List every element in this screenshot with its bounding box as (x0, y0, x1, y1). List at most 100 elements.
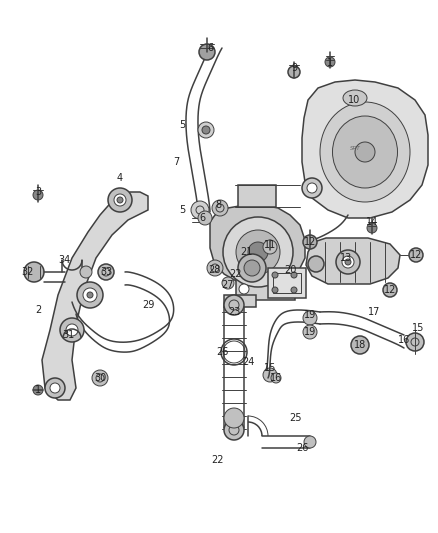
Circle shape (224, 420, 244, 440)
Circle shape (98, 264, 114, 280)
Circle shape (223, 217, 293, 287)
Text: 29: 29 (142, 300, 154, 310)
Circle shape (60, 318, 84, 342)
Text: 21: 21 (240, 247, 252, 257)
Circle shape (222, 277, 234, 289)
Text: 15: 15 (264, 363, 276, 373)
Circle shape (248, 242, 268, 262)
Circle shape (351, 336, 369, 354)
Circle shape (263, 240, 277, 254)
Text: 31: 31 (62, 330, 74, 340)
Text: 4: 4 (117, 173, 123, 183)
Circle shape (24, 262, 44, 282)
Polygon shape (42, 192, 148, 400)
Text: 16: 16 (270, 373, 282, 383)
Text: 10: 10 (348, 95, 360, 105)
Text: 26: 26 (296, 443, 308, 453)
Text: 19: 19 (304, 327, 316, 337)
Circle shape (66, 324, 78, 336)
Circle shape (303, 235, 317, 249)
Circle shape (272, 272, 278, 278)
Circle shape (307, 183, 317, 193)
Text: 34: 34 (58, 255, 70, 265)
Circle shape (271, 373, 281, 383)
Circle shape (303, 311, 317, 325)
Circle shape (345, 259, 351, 265)
Bar (224, 295, 256, 307)
Circle shape (224, 408, 244, 428)
Polygon shape (306, 238, 400, 284)
Text: 2: 2 (35, 305, 41, 315)
Circle shape (244, 260, 260, 276)
Circle shape (117, 197, 123, 203)
Bar (268, 268, 306, 298)
Text: 19: 19 (304, 310, 316, 320)
Circle shape (207, 260, 223, 276)
Circle shape (291, 287, 297, 293)
Circle shape (238, 254, 266, 282)
Circle shape (367, 223, 377, 233)
Text: 18: 18 (354, 340, 366, 350)
Circle shape (263, 368, 277, 382)
Polygon shape (236, 278, 295, 300)
Ellipse shape (320, 102, 410, 202)
Circle shape (212, 200, 228, 216)
Circle shape (191, 201, 209, 219)
Circle shape (33, 385, 43, 395)
Text: 6: 6 (199, 213, 205, 223)
Text: 11: 11 (264, 240, 276, 250)
Circle shape (336, 250, 360, 274)
Circle shape (291, 272, 297, 278)
Text: 14: 14 (366, 217, 378, 227)
Circle shape (80, 266, 92, 278)
Text: 16: 16 (398, 335, 410, 345)
Circle shape (92, 370, 108, 386)
Text: 23: 23 (228, 307, 240, 317)
Text: 24: 24 (242, 357, 254, 367)
Circle shape (342, 256, 354, 268)
Text: 26: 26 (216, 347, 228, 357)
Circle shape (77, 282, 103, 308)
Text: 20: 20 (284, 265, 296, 275)
Circle shape (198, 211, 212, 225)
Text: 25: 25 (290, 413, 302, 423)
Text: 12: 12 (384, 285, 396, 295)
Circle shape (202, 126, 210, 134)
Text: 8: 8 (215, 200, 221, 210)
Text: 30: 30 (94, 373, 106, 383)
Text: 9: 9 (291, 63, 297, 73)
Text: SRT: SRT (350, 146, 360, 150)
Polygon shape (302, 80, 428, 218)
Circle shape (33, 190, 43, 200)
Circle shape (302, 178, 322, 198)
Circle shape (325, 57, 335, 67)
Bar (238, 185, 276, 207)
Text: 12: 12 (410, 250, 422, 260)
Circle shape (303, 325, 317, 339)
Text: 3: 3 (35, 187, 41, 197)
Circle shape (239, 284, 249, 294)
Text: 22: 22 (212, 455, 224, 465)
Circle shape (224, 295, 244, 315)
Circle shape (304, 436, 316, 448)
Circle shape (108, 188, 132, 212)
Circle shape (83, 288, 97, 302)
Text: 28: 28 (208, 265, 220, 275)
Circle shape (114, 194, 126, 206)
Circle shape (87, 292, 93, 298)
Ellipse shape (332, 116, 398, 188)
Circle shape (199, 44, 215, 60)
Circle shape (406, 333, 424, 351)
Text: 33: 33 (100, 267, 112, 277)
Ellipse shape (343, 90, 367, 106)
Text: 7: 7 (173, 157, 179, 167)
Text: 17: 17 (368, 307, 380, 317)
Text: 6: 6 (207, 43, 213, 53)
Text: 1: 1 (327, 58, 333, 68)
Circle shape (45, 378, 65, 398)
Text: 32: 32 (22, 267, 34, 277)
Circle shape (383, 283, 397, 297)
Circle shape (288, 66, 300, 78)
Bar (273, 273, 301, 293)
Text: 5: 5 (179, 120, 185, 130)
